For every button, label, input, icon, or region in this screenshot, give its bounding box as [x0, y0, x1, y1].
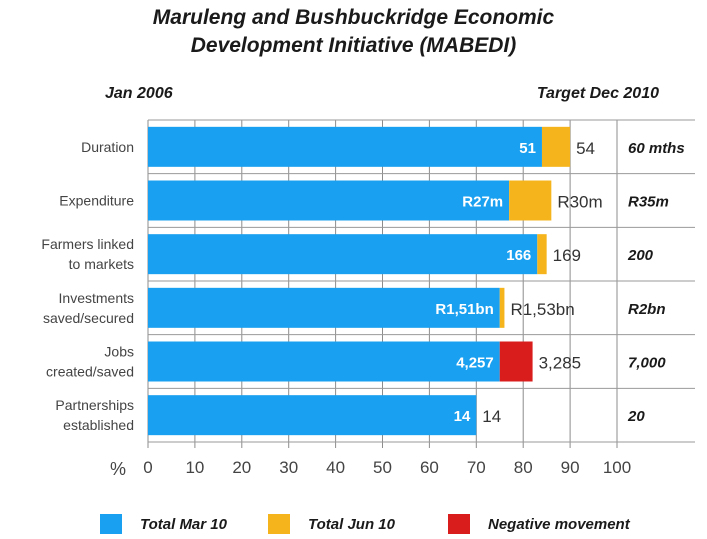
chart-title-line-2: Development Initiative (MABEDI) [190, 34, 517, 57]
bar-end-label-3: R1,53bn [510, 300, 574, 319]
target-label-1: R35m [628, 194, 669, 211]
x-tick-label-60: 60 [420, 458, 439, 477]
bar-mar-1 [148, 180, 510, 221]
legend-label-total-mar-10: Total Mar 10 [140, 515, 227, 533]
bar-inner-label-0: 51 [519, 140, 536, 157]
x-tick-label-20: 20 [232, 458, 251, 477]
category-label-3-0: Investments [59, 290, 134, 306]
bar-end-label-1: R30m [557, 193, 602, 212]
bar-inner-label-1: R27m [462, 194, 503, 211]
x-tick-label-0: 0 [143, 458, 152, 477]
legend-item-negative-movement: Negative movement [448, 514, 630, 534]
bar-end-label-2: 169 [553, 246, 581, 265]
legend-swatch-negative-movement [448, 514, 470, 534]
target-label-4: 7,000 [628, 355, 666, 372]
bar-inner-label-3: R1,51bn [435, 301, 493, 318]
category-label-2-1: to markets [69, 256, 134, 272]
category-label-5-1: established [63, 417, 134, 433]
bar-inner-label-5: 14 [454, 408, 471, 425]
category-label-2-0: Farmers linked [41, 236, 134, 252]
chart-legend: Total Mar 10 Total Jun 10 Negative movem… [0, 514, 707, 538]
legend-label-negative-movement: Negative movement [488, 515, 630, 533]
legend-item-total-jun-10: Total Jun 10 [268, 514, 395, 534]
category-label-1-0: Expenditure [59, 193, 134, 209]
bar-mar-4 [148, 341, 500, 382]
category-label-3-1: saved/secured [43, 310, 134, 326]
legend-swatch-total-mar-10 [100, 514, 122, 534]
x-tick-label-40: 40 [326, 458, 345, 477]
bar-jun-1 [509, 180, 552, 221]
subtitle-left: Jan 2006 [105, 85, 173, 102]
legend-item-total-mar-10: Total Mar 10 [100, 514, 227, 534]
x-tick-label-90: 90 [561, 458, 580, 477]
x-tick-label-10: 10 [185, 458, 204, 477]
x-tick-label-100: 100 [603, 458, 631, 477]
subtitle-right: Target Dec 2010 [536, 85, 659, 102]
category-label-0-0: Duration [81, 139, 134, 155]
x-tick-label-70: 70 [467, 458, 486, 477]
bar-chart: 0 10 20 30 40 50 60 70 80 90 100% Duration 51 54 60 mt… [41, 119, 695, 479]
bar-jun-3 [499, 287, 505, 328]
bar-mar-5 [148, 395, 477, 436]
bar-mar-3 [148, 287, 500, 328]
target-label-2: 200 [627, 247, 654, 264]
target-label-3: R2bn [628, 301, 666, 318]
x-tick-label-80: 80 [514, 458, 533, 477]
bar-negative-4 [499, 341, 533, 382]
x-tick-label-30: 30 [279, 458, 298, 477]
bar-end-label-5: 14 [482, 407, 501, 426]
category-label-4-0: Jobs [104, 344, 134, 360]
bar-end-label-4: 3,285 [539, 354, 582, 373]
bar-end-label-0: 54 [576, 139, 595, 158]
target-label-5: 20 [627, 408, 645, 425]
category-label-4-1: created/saved [46, 364, 134, 380]
bar-mar-0 [148, 126, 542, 167]
bar-jun-0 [541, 126, 571, 167]
category-label-5-0: Partnerships [55, 397, 134, 413]
bar-jun-2 [537, 234, 547, 275]
bar-inner-label-2: 166 [506, 247, 531, 264]
bar-inner-label-4: 4,257 [456, 355, 494, 372]
x-axis-label: % [110, 459, 126, 479]
bar-mar-2 [148, 234, 538, 275]
x-tick-label-50: 50 [373, 458, 392, 477]
legend-label-total-jun-10: Total Jun 10 [308, 515, 395, 533]
target-label-0: 60 mths [628, 140, 685, 157]
chart-title-line-1: Maruleng and Bushbuckridge Economic [152, 6, 555, 29]
legend-swatch-total-jun-10 [268, 514, 290, 534]
